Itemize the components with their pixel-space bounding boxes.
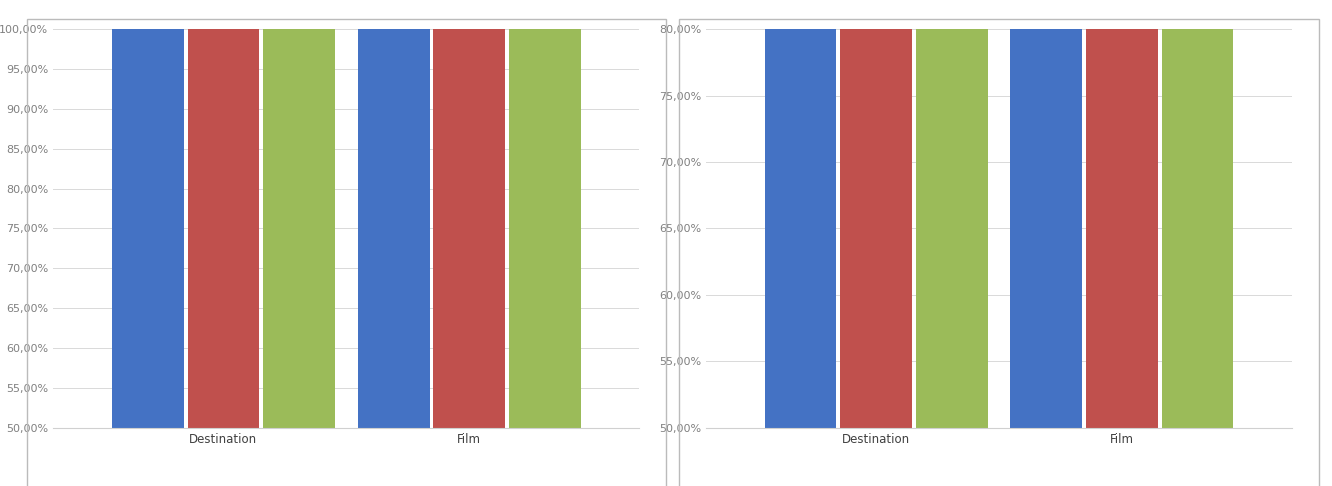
Bar [1011, 0, 1082, 428]
Bar [916, 0, 987, 428]
Bar [433, 0, 505, 428]
Bar [509, 0, 581, 428]
Bar [840, 0, 912, 428]
Bar [1162, 0, 1233, 428]
Bar [358, 0, 429, 428]
Bar [1086, 0, 1158, 428]
Bar [188, 0, 260, 428]
Bar [264, 0, 334, 428]
Bar [112, 0, 184, 428]
Bar [765, 0, 836, 428]
